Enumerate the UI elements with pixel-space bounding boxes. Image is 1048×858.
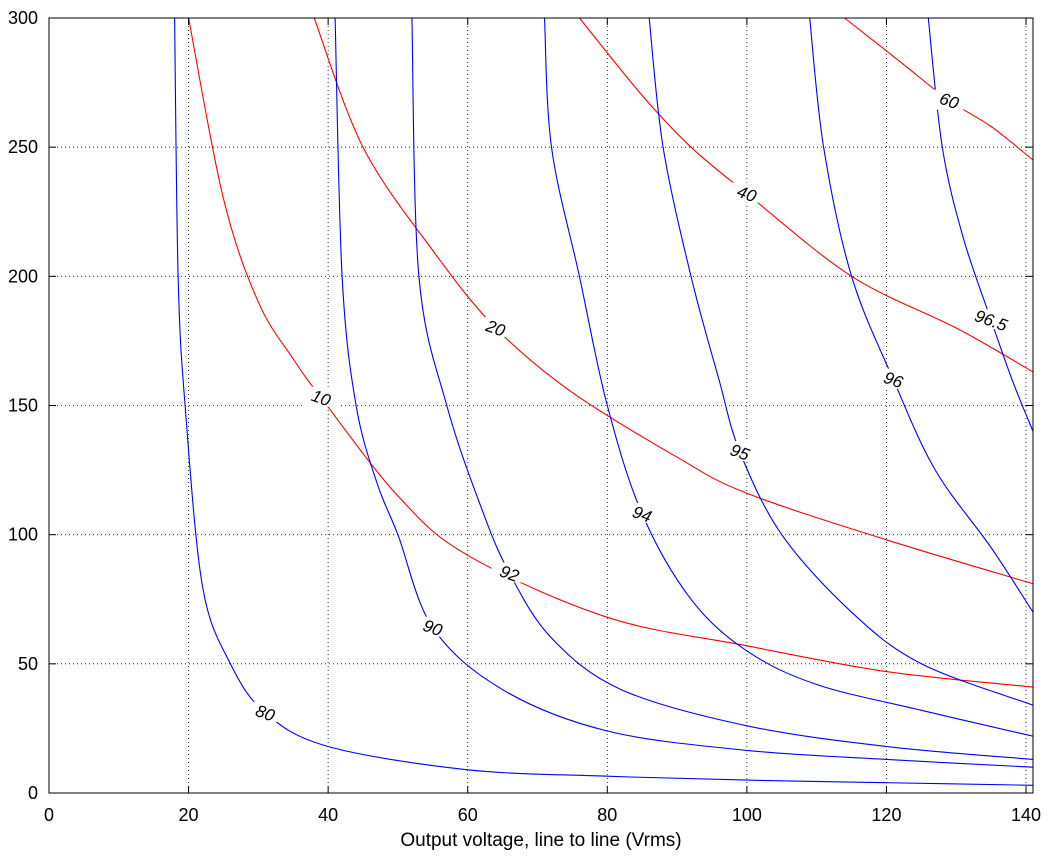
x-tick-label: 60: [458, 805, 478, 825]
x-tick-label: 100: [732, 805, 762, 825]
x-tick-label: 40: [318, 805, 338, 825]
power-contour-40: [578, 17, 1034, 373]
efficiency-contour-95: [648, 17, 1034, 706]
y-tick-label: 50: [18, 654, 38, 674]
efficiency-contour-96-5: [927, 17, 1034, 432]
power-contour-label-bg: [477, 317, 514, 337]
efficiency-contour-92: [411, 17, 1034, 760]
x-axis-label: Output voltage, line to line (Vrms): [400, 830, 681, 851]
power-contour-label-bg: [303, 386, 340, 407]
y-tick-label: 300: [8, 8, 38, 28]
efficiency-contour-label-bg: [491, 562, 528, 583]
x-tick-label: 80: [597, 805, 617, 825]
power-contour-label-bg: [931, 89, 968, 110]
y-tick-label: 150: [8, 396, 38, 416]
power-contour-20: [313, 17, 1034, 585]
power-contour-10: [188, 17, 1034, 688]
efficiency-contour-label-bg: [973, 309, 1010, 330]
efficiency-contour-label-bg: [721, 441, 758, 461]
axis-ticks: 0 20 40 60 80 100 120 140 0 50 100 150 200 250 300: [8, 8, 1041, 825]
efficiency-contour-label-bg: [875, 368, 912, 389]
x-tick-label: 140: [1011, 805, 1041, 825]
grid-lines: [49, 18, 1033, 793]
efficiency-contour-94: [543, 17, 1034, 737]
y-tick-label: 100: [8, 525, 38, 545]
efficiency-contour-80: [174, 17, 1034, 786]
y-tick-label: 200: [8, 266, 38, 286]
power-contour-label-bg: [728, 182, 765, 203]
y-tick-label: 250: [8, 137, 38, 157]
efficiency-contour-90: [334, 17, 1034, 768]
x-tick-label: 20: [179, 805, 199, 825]
power-contour-60: [844, 17, 1034, 161]
efficiency-contour-label-bg: [247, 701, 284, 722]
efficiency-contour-label-bg: [414, 616, 451, 637]
y-tick-label: 0: [28, 783, 38, 803]
efficiency-contour-label-bg: [624, 503, 661, 523]
x-tick-label: 120: [871, 805, 901, 825]
efficiency-contour-96: [809, 17, 1034, 613]
x-tick-label: 0: [44, 805, 54, 825]
